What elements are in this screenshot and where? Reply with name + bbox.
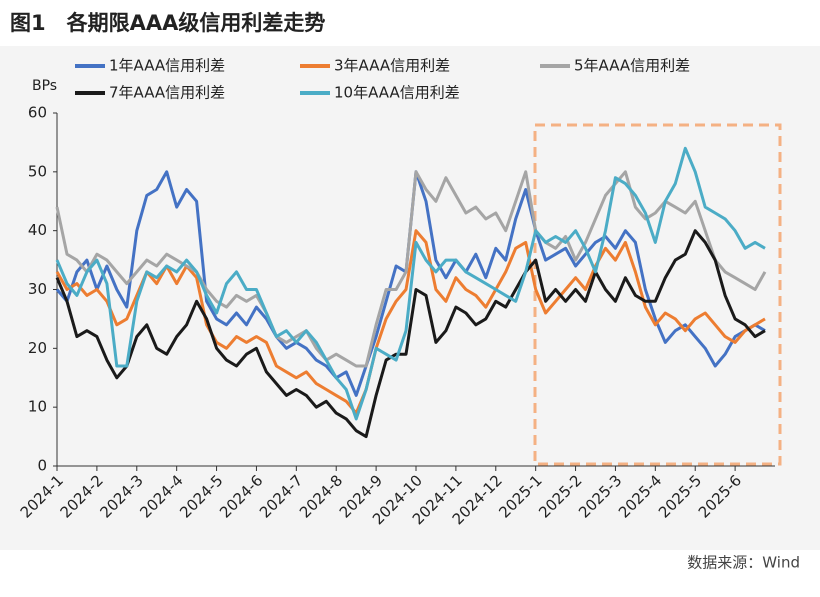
y-tick-label: 30 [28, 280, 47, 298]
series-line [55, 229, 766, 439]
legend-label: 3年AAA信用利差 [334, 57, 450, 75]
y-tick-label: 10 [28, 398, 47, 416]
y-tick-label: 20 [28, 339, 47, 357]
y-tick-label: 0 [37, 457, 47, 475]
legend-label: 5年AAA信用利差 [574, 57, 690, 75]
chart-title: 图1 各期限AAA级信用利差走势 [10, 11, 325, 35]
highlight-box [533, 123, 782, 466]
y-tick-label: 40 [28, 221, 47, 239]
source-note: 数据来源：Wind [687, 554, 800, 572]
legend-label: 1年AAA信用利差 [109, 57, 225, 75]
series-line [55, 229, 766, 415]
y-tick-label: 60 [28, 104, 47, 122]
y-axis-label: BPs [32, 78, 57, 94]
legend-label: 10年AAA信用利差 [334, 84, 460, 102]
legend-label: 7年AAA信用利差 [109, 84, 225, 102]
y-tick-label: 50 [28, 162, 47, 180]
series-line [55, 146, 766, 421]
